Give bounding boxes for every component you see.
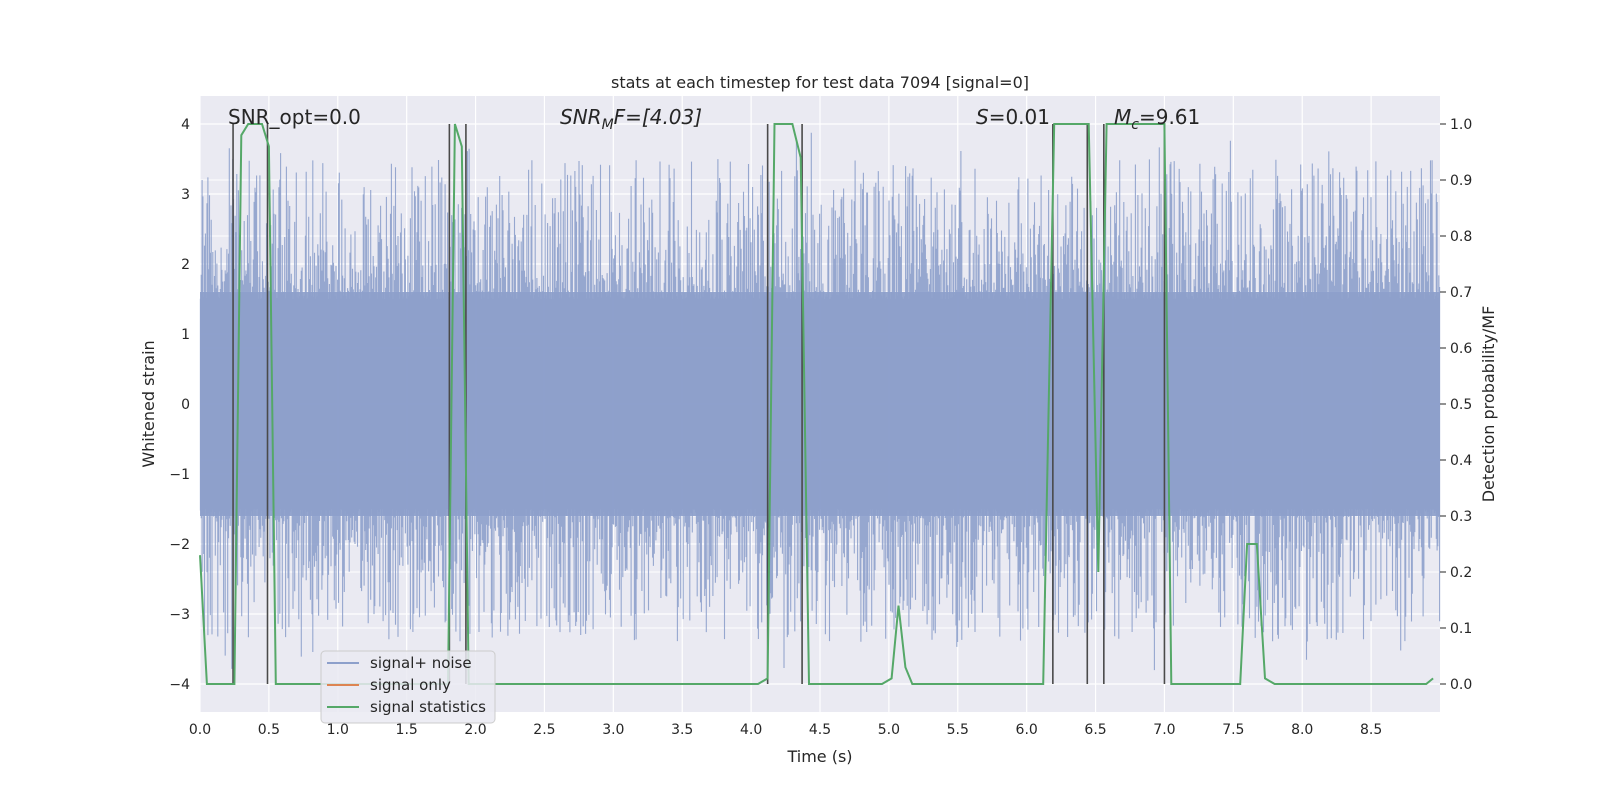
x-tick-label: 5.5 bbox=[947, 722, 969, 738]
annotation-snr-mf: SNRMF=[4.03] bbox=[560, 105, 702, 133]
y-right-tick-label: 1.0 bbox=[1450, 117, 1472, 133]
y-tick-label: −2 bbox=[169, 537, 190, 553]
s-value: =0.01 bbox=[989, 105, 1050, 129]
noise-series bbox=[199, 132, 1441, 671]
y-ticks-right: 0.0 0.1 0.2 0.3 0.4 0.5 0.6 0.7 0.8 0.9 1.0 bbox=[1440, 117, 1472, 693]
statistics-series bbox=[199, 123, 1434, 685]
x-axis-label: Time (s) bbox=[786, 747, 852, 766]
x-tick-label: 4.0 bbox=[740, 722, 762, 738]
y-axis-right-label: Detection probability/MF bbox=[1479, 306, 1498, 503]
y-right-tick-label: 0.5 bbox=[1450, 397, 1472, 413]
annotation-snr-opt: SNR_opt=0.0 bbox=[228, 105, 361, 129]
legend-label-signal-only: signal only bbox=[370, 676, 451, 694]
y-tick-label: −3 bbox=[169, 607, 190, 623]
x-tick-label: 0.0 bbox=[189, 722, 211, 738]
x-tick-label: 8.0 bbox=[1291, 722, 1313, 738]
y-tick-label: 1 bbox=[181, 327, 190, 343]
y-right-tick-label: 0.7 bbox=[1450, 285, 1472, 301]
mc-value: =9.61 bbox=[1139, 105, 1200, 129]
y-tick-label: −1 bbox=[169, 467, 190, 483]
y-right-tick-label: 0.9 bbox=[1450, 173, 1472, 189]
chart-title: stats at each timestep for test data 709… bbox=[611, 73, 1029, 92]
mc-label: M bbox=[1114, 105, 1131, 129]
y-right-tick-label: 0.1 bbox=[1450, 621, 1472, 637]
x-tick-label: 6.5 bbox=[1084, 722, 1106, 738]
y-tick-label: 4 bbox=[181, 117, 190, 133]
x-tick-label: 4.5 bbox=[809, 722, 831, 738]
y-right-tick-label: 0.6 bbox=[1450, 341, 1472, 357]
x-tick-label: 7.5 bbox=[1222, 722, 1244, 738]
snr-mf-prefix: SNR bbox=[560, 105, 602, 129]
annotation-s: S=0.01 bbox=[976, 105, 1050, 129]
x-tick-label: 7.0 bbox=[1153, 722, 1175, 738]
legend-label-signal-statistics: signal statistics bbox=[370, 698, 486, 716]
y-right-tick-label: 0.2 bbox=[1450, 565, 1472, 581]
y-tick-label: 3 bbox=[181, 187, 190, 203]
y-right-tick-label: 0.3 bbox=[1450, 509, 1472, 525]
x-tick-label: 3.0 bbox=[602, 722, 624, 738]
x-tick-label: 2.5 bbox=[533, 722, 555, 738]
legend-label-signal-noise: signal+ noise bbox=[370, 654, 472, 672]
y-ticks: −4 −3 −2 −1 0 1 2 3 4 bbox=[169, 117, 190, 693]
x-tick-label: 6.0 bbox=[1016, 722, 1038, 738]
x-tick-label: 0.5 bbox=[258, 722, 280, 738]
y-tick-label: 0 bbox=[181, 397, 190, 413]
x-tick-label: 5.0 bbox=[878, 722, 900, 738]
y-tick-label: −4 bbox=[169, 677, 190, 693]
snr-mf-sub: M bbox=[602, 117, 614, 133]
s-label: S bbox=[976, 105, 989, 129]
y-tick-label: 2 bbox=[181, 257, 190, 273]
mc-sub: c bbox=[1131, 117, 1139, 133]
snr-mf-suffix: F=[4.03] bbox=[614, 105, 702, 129]
annotation-mc: Mc=9.61 bbox=[1114, 105, 1200, 133]
signal-statistics-line bbox=[199, 123, 1434, 685]
y-right-tick-label: 0.0 bbox=[1450, 677, 1472, 693]
x-tick-label: 3.5 bbox=[671, 722, 693, 738]
y-axis-label: Whitened strain bbox=[139, 340, 158, 467]
x-tick-label: 1.0 bbox=[327, 722, 349, 738]
y-right-tick-label: 0.8 bbox=[1450, 229, 1472, 245]
x-tick-label: 1.5 bbox=[396, 722, 418, 738]
legend: signal+ noise signal only signal statist… bbox=[320, 650, 496, 724]
legend-box bbox=[320, 650, 496, 724]
x-ticks: 0.0 0.5 1.0 1.5 2.0 2.5 3.0 3.5 4.0 4.5 5.0 5.5 6.0 6… bbox=[189, 722, 1382, 738]
x-tick-label: 2.0 bbox=[464, 722, 486, 738]
y-right-tick-label: 0.4 bbox=[1450, 453, 1472, 469]
x-tick-label: 8.5 bbox=[1360, 722, 1382, 738]
